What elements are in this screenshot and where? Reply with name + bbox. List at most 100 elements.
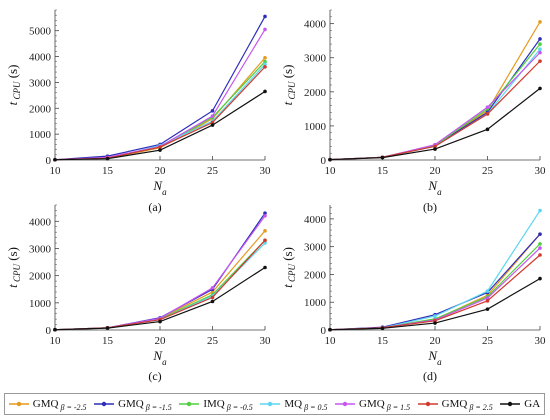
- data-point: [485, 296, 490, 300]
- series-line: [329, 21, 541, 161]
- legend-item-gmq-1-5: GMQ β = 1.5: [335, 398, 411, 412]
- data-point: [263, 62, 267, 67]
- data-point: [538, 86, 542, 91]
- data-point: [328, 327, 332, 332]
- series-line: [329, 43, 541, 161]
- x-axis-label: Na: [152, 348, 167, 367]
- data-point: [105, 156, 110, 161]
- data-point: [538, 242, 542, 246]
- x-tick-label: 30: [260, 335, 272, 347]
- legend-sub: β = -2.5: [60, 402, 87, 412]
- x-tick-label: 25: [482, 165, 494, 177]
- data-point: [433, 147, 437, 151]
- y-tick-label: 0: [46, 325, 52, 337]
- data-point: [158, 148, 162, 152]
- chart-panel-4: 0 1000 2000 3000 4000 10 15 20 25 30 Na t CPU (s) (d…: [280, 205, 546, 383]
- data-point: [538, 208, 542, 213]
- y-tick-label: 0: [321, 155, 327, 167]
- x-axis-label: Na: [427, 178, 442, 197]
- legend-swatch: [260, 401, 281, 407]
- legend-item-gmq-2-5: GMQ β = 2.5: [417, 398, 493, 412]
- legend-item-mq: MQ β = 0.5: [260, 398, 328, 412]
- data-point: [485, 105, 490, 109]
- y-tick-label: 3000: [29, 77, 52, 89]
- series-line: [54, 212, 266, 331]
- data-point: [158, 145, 162, 149]
- y-axis-label: t CPU (s): [280, 65, 297, 106]
- legend-label: IMQ: [203, 398, 225, 410]
- x-tick-label: 25: [207, 335, 219, 347]
- legend-sub: β = 1.5: [386, 402, 411, 412]
- data-point: [210, 299, 215, 304]
- data-point: [263, 89, 267, 94]
- legend-label: GMQ: [359, 398, 385, 410]
- data-point: [263, 56, 267, 60]
- data-point: [538, 253, 542, 257]
- data-point: [485, 127, 490, 132]
- legend-swatch: [94, 401, 115, 407]
- data-point: [263, 238, 267, 243]
- x-tick-label: 15: [377, 335, 389, 347]
- panel-caption: (a): [148, 200, 161, 214]
- data-point: [263, 65, 267, 69]
- data-point: [538, 42, 542, 46]
- data-point: [210, 290, 215, 294]
- y-axis-label: t CPU (s): [5, 247, 22, 288]
- legend-sub: β = -0.5: [226, 402, 253, 412]
- x-tick-label: 20: [155, 335, 167, 347]
- x-tick-label: 10: [325, 335, 337, 347]
- data-point: [380, 155, 385, 160]
- series-line: [54, 230, 266, 331]
- y-tick-label: 4000: [304, 19, 327, 31]
- y-axis-label: t CPU (s): [280, 247, 297, 288]
- y-tick-label: 0: [46, 155, 52, 167]
- x-tick-label: 15: [377, 165, 389, 177]
- series-line: [329, 38, 541, 161]
- legend-sub: β = 0.5: [304, 402, 328, 412]
- x-tick-label: 25: [482, 335, 494, 347]
- data-point: [210, 109, 215, 113]
- x-tick-label: 10: [50, 165, 62, 177]
- panel-caption: (b): [423, 200, 437, 214]
- data-point: [210, 295, 215, 300]
- data-point: [263, 214, 267, 218]
- y-tick-label: 3000: [304, 53, 327, 65]
- data-point: [433, 144, 437, 149]
- data-point: [485, 307, 490, 311]
- legend-swatch: [8, 401, 29, 407]
- legend-label: MQ: [284, 398, 303, 410]
- x-tick-label: 30: [535, 335, 547, 347]
- y-tick-label: 1000: [304, 121, 327, 133]
- data-point: [380, 326, 385, 331]
- y-tick-label: 3000: [29, 243, 52, 255]
- y-tick-label: 2000: [304, 87, 327, 99]
- legend-label: GMQ: [441, 398, 468, 410]
- series-line: [54, 16, 266, 161]
- y-tick-label: 2000: [29, 103, 52, 115]
- data-point: [538, 276, 542, 281]
- data-point: [263, 59, 267, 64]
- data-point: [53, 157, 57, 162]
- y-tick-label: 4000: [29, 52, 52, 64]
- data-point: [433, 314, 437, 318]
- x-tick-label: 30: [260, 165, 272, 177]
- x-tick-label: 25: [207, 165, 219, 177]
- data-point: [263, 211, 267, 215]
- data-point: [485, 289, 490, 293]
- data-point: [538, 246, 542, 250]
- data-point: [485, 299, 490, 303]
- x-tick-label: 20: [155, 165, 167, 177]
- y-tick-label: 5000: [29, 26, 52, 38]
- y-tick-label: 2000: [29, 271, 52, 283]
- data-point: [158, 319, 162, 324]
- x-tick-label: 20: [430, 335, 442, 347]
- legend-label: GMQ: [32, 398, 59, 410]
- data-point: [263, 27, 267, 32]
- data-point: [433, 321, 437, 325]
- data-point: [210, 286, 215, 290]
- y-tick-label: 2000: [304, 269, 327, 281]
- data-point: [328, 157, 332, 162]
- legend-item-ga: GA: [500, 398, 540, 410]
- y-tick-label: 4000: [304, 214, 327, 226]
- data-point: [538, 50, 542, 55]
